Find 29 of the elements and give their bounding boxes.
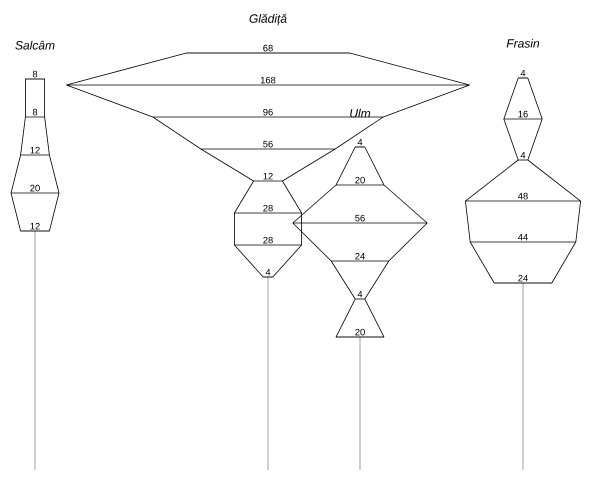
text: Ulm	[350, 108, 370, 118]
data-label: 4	[358, 290, 362, 298]
data-label: 68	[263, 44, 273, 52]
data-label: 96	[263, 108, 273, 116]
data-label: 12	[264, 172, 273, 180]
data-label: 24	[355, 252, 365, 260]
data-label: 4	[520, 70, 526, 76]
data-label: 4	[358, 138, 362, 146]
data-label: 20	[355, 328, 365, 336]
text: Salcâm	[15, 40, 54, 50]
data-label: 8	[32, 108, 38, 116]
data-label: 8	[32, 70, 38, 78]
data-label: 48	[518, 192, 528, 200]
text: Glădiță	[250, 14, 287, 26]
data-label: 28	[263, 204, 273, 212]
data-label: 20	[30, 184, 40, 192]
data-label: 12	[30, 222, 40, 230]
data-label: 4	[266, 268, 270, 276]
data-label: 4	[520, 152, 526, 158]
data-label: 24	[518, 274, 528, 282]
data-label: 16	[518, 110, 528, 118]
data-label: 56	[263, 140, 273, 148]
data-label: 56	[355, 214, 365, 222]
data-label: 168	[260, 76, 276, 84]
data-label: 28	[263, 236, 273, 244]
text: Frasin	[506, 38, 540, 48]
data-label: 44	[518, 234, 528, 240]
data-label: 20	[355, 176, 365, 184]
data-label: 12	[30, 146, 40, 154]
